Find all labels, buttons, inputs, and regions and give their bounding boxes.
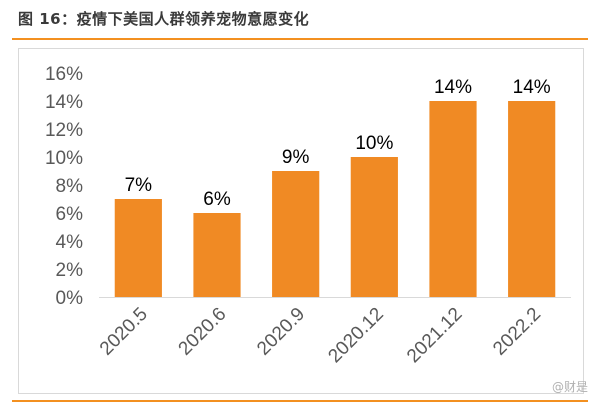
x-tick-label: 2022.2 bbox=[489, 304, 545, 360]
bar-value-label: 6% bbox=[203, 189, 231, 210]
y-tick-label: 14% bbox=[45, 92, 83, 113]
x-tick-label: 2020.9 bbox=[253, 304, 309, 360]
y-tick-label: 6% bbox=[56, 204, 84, 225]
bar bbox=[193, 213, 241, 297]
figure-title: 图 16：疫情下美国人群领养宠物意愿变化 bbox=[18, 10, 310, 28]
bar-value-label: 14% bbox=[513, 77, 551, 98]
header-rule bbox=[12, 38, 588, 40]
y-tick-label: 8% bbox=[56, 176, 84, 197]
bar-value-label: 9% bbox=[282, 147, 310, 168]
bar bbox=[350, 157, 398, 297]
watermark: @财是 bbox=[551, 380, 588, 394]
bar-value-label: 7% bbox=[125, 175, 153, 196]
y-tick-label: 12% bbox=[45, 120, 83, 141]
x-tick-label: 2020.6 bbox=[175, 304, 231, 360]
bar bbox=[114, 199, 162, 297]
bar-chart: 0% 2% 4% 6% 8% 10% 12% 14% 16% 7% 2020.5 6% 2020.6 9%… bbox=[45, 64, 571, 367]
bar bbox=[429, 101, 477, 297]
chart-frame: 0% 2% 4% 6% 8% 10% 12% 14% 16% 7% 2020.5 6% 2020.6 9%… bbox=[18, 48, 584, 394]
y-tick-label: 4% bbox=[56, 232, 84, 253]
y-tick-label: 2% bbox=[56, 260, 84, 281]
y-tick-label: 0% bbox=[56, 288, 84, 309]
bar bbox=[272, 171, 320, 297]
bar bbox=[508, 101, 556, 297]
footer-rule bbox=[12, 400, 588, 402]
bar-value-label: 10% bbox=[355, 133, 393, 154]
y-tick-label: 10% bbox=[45, 148, 83, 169]
y-tick-label: 16% bbox=[45, 64, 83, 85]
x-tick-label: 2020.5 bbox=[96, 304, 152, 360]
bar-value-label: 14% bbox=[434, 77, 472, 98]
x-tick-label: 2020.12 bbox=[324, 304, 387, 367]
x-tick-label: 2021.12 bbox=[403, 304, 466, 367]
figure-header: 图 16：疫情下美国人群领养宠物意愿变化 bbox=[18, 8, 309, 29]
